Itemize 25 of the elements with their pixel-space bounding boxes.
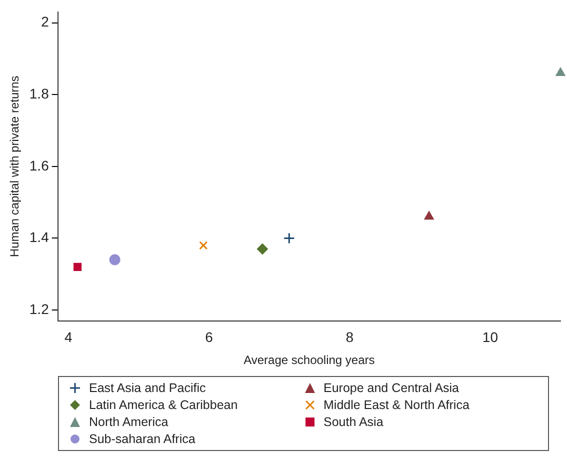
x-tick-label: 6 xyxy=(205,329,214,346)
y-tick-label: 2 xyxy=(41,14,50,30)
y-tick-label: 1.6 xyxy=(29,157,50,174)
y-axis-title: Human capital with private returns xyxy=(8,76,22,258)
y-tick-label: 1.8 xyxy=(29,85,50,102)
point xyxy=(256,243,268,254)
point xyxy=(74,262,82,271)
x-tick-label: 8 xyxy=(346,329,354,346)
legend-label: East Asia and Pacific xyxy=(89,381,206,395)
point xyxy=(283,232,295,244)
legend-label: Middle East & North Africa xyxy=(324,398,470,412)
point xyxy=(556,68,566,76)
x-tick-label: 4 xyxy=(64,329,73,346)
x-tick-label: 10 xyxy=(482,329,498,346)
point xyxy=(424,211,434,220)
point xyxy=(199,241,208,250)
legend-label: Sub-saharan Africa xyxy=(89,432,196,446)
legend-label: North America xyxy=(89,415,168,429)
y-tick-label: 1.2 xyxy=(29,300,50,317)
legend-label: South Asia xyxy=(324,415,384,429)
point xyxy=(109,254,120,266)
y-tick-label: 1.4 xyxy=(29,229,50,246)
legend-label: Europe and Central Asia xyxy=(324,381,460,395)
x-axis-title: Average schooling years xyxy=(244,353,375,368)
legend-label: Latin America & Caribbean xyxy=(89,398,238,412)
